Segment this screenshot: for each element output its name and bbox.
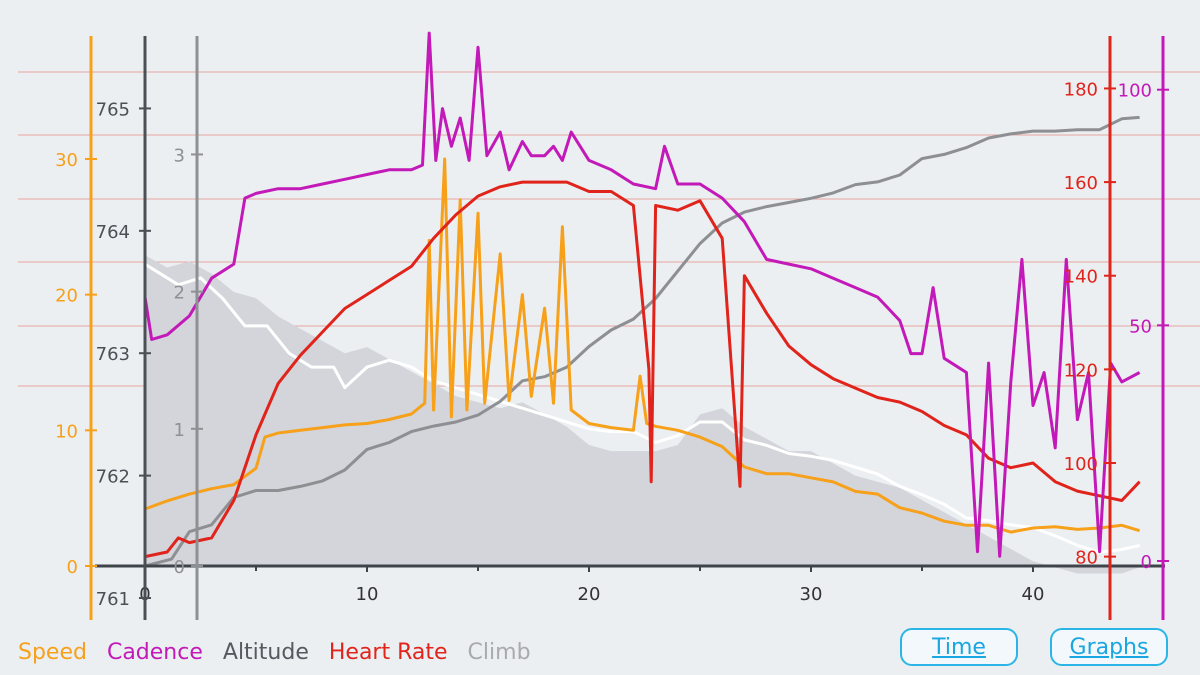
x-tick-label: 40: [1022, 584, 1045, 605]
series-layer: [143, 31, 1141, 568]
altitude-tick-label: 763: [96, 344, 130, 365]
cadence-tick-label: 50: [1129, 316, 1152, 337]
heart-rate-tick-label: 140: [1064, 267, 1098, 288]
cadence-tick-label: 100: [1118, 81, 1152, 102]
time-button[interactable]: Time: [900, 628, 1018, 666]
graphs-button[interactable]: Graphs: [1050, 628, 1168, 666]
heart-rate-tick-label: 80: [1075, 548, 1098, 569]
altitude-tick-label: 761: [96, 589, 130, 610]
cadence-tick-label: 0: [1141, 552, 1152, 573]
altitude-area-layer: [144, 255, 1140, 574]
climb-tick-label: 2: [174, 283, 185, 304]
axes-layer: 0 10 20 30 40 0 10 20 30 761 762 763 764 765 0 1 2 3 80 100…: [55, 36, 1169, 620]
altitude-tick-label: 764: [96, 222, 130, 243]
speed-tick-label: 0: [67, 557, 78, 578]
heart-rate-tick-label: 100: [1064, 454, 1098, 475]
climb-white-line: [144, 262, 1140, 554]
heart-rate-tick-label: 120: [1064, 360, 1098, 381]
legend: Speed Cadence Altitude Heart Rate Climb: [18, 640, 551, 665]
climb-tick-label: 0: [174, 557, 185, 578]
heart-rate-tick-label: 160: [1064, 173, 1098, 194]
x-tick-label: 10: [356, 584, 379, 605]
legend-altitude: Altitude: [222, 640, 309, 665]
speed-tick-label: 20: [55, 286, 78, 307]
x-tick-label: 30: [800, 584, 823, 605]
legend-speed: Speed: [18, 640, 87, 665]
climb-tick-label: 3: [174, 145, 185, 166]
speed-tick-label: 30: [55, 150, 78, 171]
heart-rate-tick-label: 180: [1064, 79, 1098, 100]
legend-cadence: Cadence: [106, 640, 203, 665]
legend-climb: Climb: [467, 640, 531, 665]
legend-heart-rate: Heart Rate: [328, 640, 448, 665]
speed-tick-label: 10: [55, 421, 78, 442]
cadence-line: [143, 31, 1141, 558]
climb-tick-label: 1: [174, 420, 185, 441]
x-tick-label: 20: [578, 584, 601, 605]
heart-rate-line: [144, 180, 1141, 559]
altitude-tick-label: 762: [96, 467, 130, 488]
speed-line: [144, 157, 1141, 534]
altitude-area: [145, 255, 1140, 574]
altitude-tick-label: 765: [96, 99, 130, 120]
